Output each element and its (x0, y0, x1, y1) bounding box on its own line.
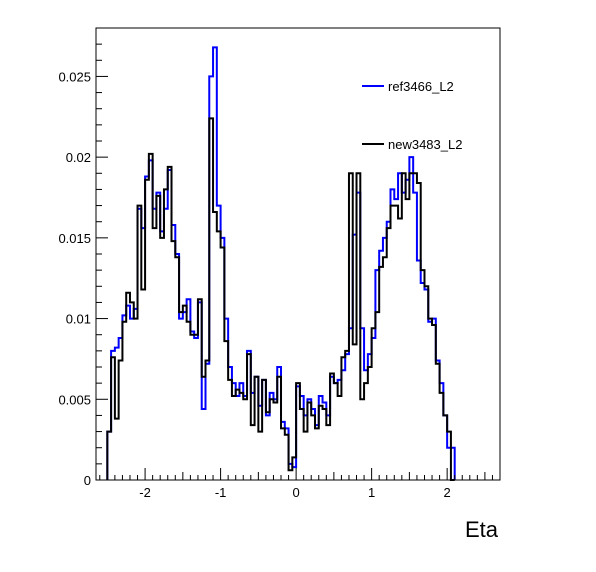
legend-label-ref: ref3466_L2 (388, 79, 454, 94)
legend: ref3466_L2 new3483_L2 (362, 79, 462, 152)
x-axis-title: Eta (465, 517, 499, 542)
x-tick-label: 1 (368, 485, 375, 500)
x-axis: -2 -1 0 1 2 (99, 468, 501, 500)
y-tick-label: 0 (84, 473, 91, 488)
y-axis: 0 0.005 0.01 0.015 0.02 0.025 (58, 27, 108, 488)
x-tick-label: 0 (292, 485, 299, 500)
y-tick-label: 0.01 (66, 312, 91, 327)
series-line-new (106, 117, 455, 481)
plot-background (96, 28, 500, 480)
x-tick-label: -1 (215, 485, 227, 500)
y-tick-label: 0.015 (58, 231, 91, 246)
legend-label-new: new3483_L2 (388, 137, 462, 152)
series-layer (106, 46, 456, 481)
x-tick-label: -2 (139, 485, 151, 500)
x-tick-label: 2 (444, 485, 451, 500)
y-tick-label: 0.025 (58, 69, 91, 84)
y-tick-label: 0.005 (58, 392, 91, 407)
y-tick-label: 0.02 (66, 150, 91, 165)
